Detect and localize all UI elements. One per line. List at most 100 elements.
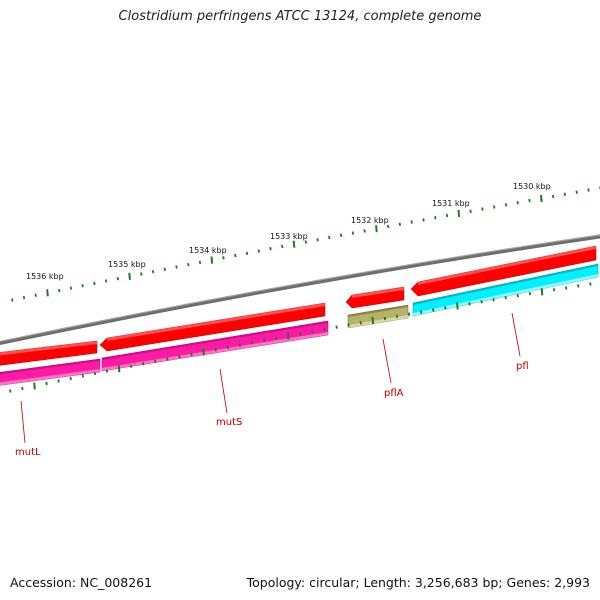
outer-major-tick [292, 240, 296, 248]
gene-shadow [0, 369, 100, 386]
tick-label-1535: 1535 kbp [108, 260, 146, 269]
tick-label-1532: 1532 kbp [351, 216, 389, 225]
inner-major-tick [540, 288, 544, 296]
inner-minor-tick [492, 298, 495, 302]
inner-minor-tick [57, 379, 60, 383]
gene-label-mutL: mutL [15, 447, 41, 458]
gene-edge [348, 305, 408, 317]
outer-minor-tick [69, 286, 73, 290]
outer-minor-tick [504, 203, 508, 207]
outer-minor-tick [481, 207, 484, 211]
inner-minor-tick [190, 352, 193, 356]
cds-highlight [107, 303, 325, 341]
outer-minor-tick [445, 213, 449, 218]
outer-minor-tick [116, 277, 119, 281]
gene-label-mutS: mutS [216, 417, 242, 428]
outer-minor-tick [410, 220, 413, 224]
gene-track [0, 263, 599, 386]
genome-backbone-highlight [0, 234, 600, 342]
outer-minor-tick [81, 284, 84, 288]
inner-minor-tick [226, 345, 229, 350]
inner-minor-tick [262, 338, 266, 343]
gene-edge [413, 264, 598, 305]
inner-minor-tick [359, 321, 362, 325]
inner-minor-tick [577, 284, 580, 288]
outer-major-tick [540, 194, 543, 203]
inner-minor-tick [154, 359, 157, 364]
outer-minor-tick [587, 188, 590, 192]
inner-minor-tick [323, 327, 326, 331]
inner-minor-tick [166, 357, 169, 361]
outer-minor-tick [34, 293, 37, 297]
inner-minor-tick [528, 292, 532, 296]
outer-minor-tick [257, 249, 260, 253]
cds-arrow[interactable] [410, 245, 597, 297]
outer-minor-tick [434, 216, 437, 220]
inner-minor-tick [432, 308, 435, 312]
cds-highlight [418, 246, 596, 285]
inner-minor-tick [21, 386, 24, 391]
outer-minor-tick [58, 288, 61, 293]
accession-text: Accession: NC_008261 [10, 575, 153, 590]
outer-minor-tick [11, 298, 14, 302]
genome-backbone [0, 234, 600, 345]
gene-edge [102, 321, 328, 360]
outer-minor-tick [339, 233, 343, 237]
outer-major-tick [46, 289, 49, 297]
outer-minor-tick [563, 192, 567, 196]
inner-minor-tick [299, 332, 302, 336]
outer-minor-tick [198, 260, 202, 265]
gene-mutL-leader [20, 400, 26, 444]
outer-minor-tick [140, 272, 143, 276]
gene-mutS-leader [219, 368, 228, 414]
outer-minor-tick [363, 229, 366, 233]
outer-minor-tick [516, 201, 519, 205]
gene-edge [0, 359, 100, 375]
inner-minor-tick [347, 323, 350, 327]
tick-label-1533: 1533 kbp [270, 232, 308, 241]
outer-minor-tick [551, 194, 555, 199]
gene-label-pfl: pfl [516, 361, 529, 372]
inner-minor-tick [311, 329, 314, 334]
inner-major-tick [286, 332, 290, 340]
inner-minor-tick [395, 314, 399, 318]
outer-minor-tick [104, 279, 108, 283]
gene-shadow [348, 315, 408, 328]
inner-minor-tick [589, 282, 592, 286]
inner-minor-tick [214, 348, 217, 352]
outer-minor-tick [281, 244, 284, 249]
outer-minor-tick [422, 218, 425, 222]
tick-label-1530: 1530 kbp [513, 182, 551, 191]
topology-text: Topology: circular; Length: 3,256,683 bp… [246, 575, 590, 590]
outer-minor-tick [304, 240, 307, 244]
inner-minor-tick [274, 336, 278, 340]
outer-minor-tick [22, 295, 26, 300]
inner-major-tick [33, 382, 36, 390]
outer-minor-tick [163, 267, 166, 271]
inner-minor-tick [105, 369, 109, 373]
inner-minor-tick [564, 286, 568, 290]
inner-minor-tick [444, 306, 447, 310]
inner-minor-tick [335, 325, 338, 329]
outer-minor-tick [222, 256, 225, 260]
inner-major-tick [202, 348, 205, 356]
gene-label-pflA: pflA [384, 388, 404, 399]
outer-minor-tick [316, 238, 319, 242]
tick-label-1534: 1534 kbp [189, 246, 227, 255]
outer-minor-tick [187, 263, 190, 267]
outer-minor-tick [351, 231, 355, 235]
inner-minor-tick [9, 389, 12, 393]
cds-arrow[interactable] [345, 286, 405, 309]
inner-minor-tick [69, 376, 72, 381]
outer-minor-tick [575, 190, 578, 194]
inner-minor-tick [468, 302, 471, 306]
outer-minor-tick [528, 198, 531, 203]
gene-pflA-leader [382, 338, 392, 384]
gene-pfl-leader [511, 312, 521, 357]
inner-minor-tick [129, 364, 133, 368]
outer-minor-tick [269, 247, 272, 251]
inner-major-tick [456, 302, 459, 310]
inner-minor-tick [238, 343, 242, 347]
map-title: Clostridium perfringens ATCC 13124, comp… [118, 9, 482, 24]
outer-minor-tick [93, 281, 96, 286]
